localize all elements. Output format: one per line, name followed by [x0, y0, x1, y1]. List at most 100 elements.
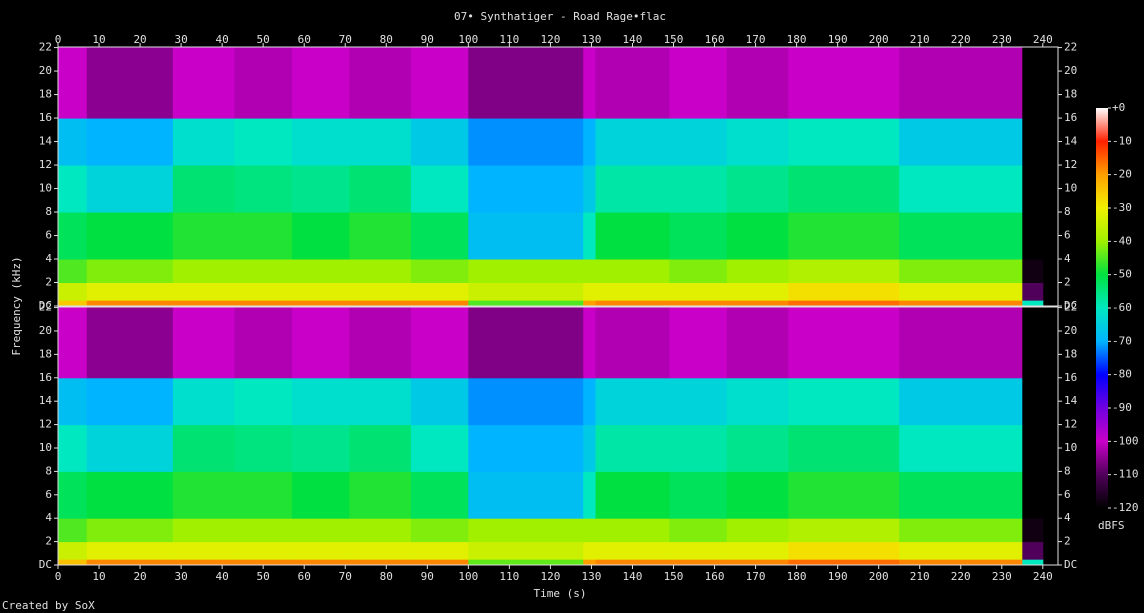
heatmap-cell — [788, 559, 900, 566]
x-tick-label: 240 — [1033, 33, 1053, 46]
heatmap-cell — [726, 471, 789, 519]
heatmap-cell — [788, 212, 900, 260]
heatmap-cell — [86, 424, 174, 472]
heatmap-cell — [86, 471, 174, 519]
y-tick-label: 10 — [1064, 441, 1077, 454]
heatmap-cell — [172, 471, 235, 519]
y-tick-label: 18 — [1064, 88, 1077, 101]
y-tick-label: 16 — [39, 371, 52, 384]
heatmap-cell — [234, 518, 293, 543]
heatmap-cell — [234, 118, 293, 166]
heatmap-cell — [899, 118, 1023, 166]
heatmap-cell — [595, 377, 670, 426]
heatmap-cell — [899, 377, 1023, 426]
plot-frame — [57, 46, 1059, 307]
heatmap-cell — [669, 471, 728, 519]
heatmap-cell — [86, 165, 174, 213]
heatmap-cell — [468, 377, 584, 426]
heatmap-cell — [899, 47, 1023, 119]
heatmap-cell — [595, 165, 670, 213]
y-tick-label: 4 — [1064, 511, 1071, 524]
heatmap-cell — [86, 559, 174, 566]
y-tick-label: 16 — [1064, 111, 1077, 124]
heatmap-cell — [410, 559, 469, 566]
x-tick-label: 60 — [298, 570, 311, 583]
x-tick-label: 0 — [55, 570, 62, 583]
heatmap-cell — [669, 165, 728, 213]
heatmap-cell — [595, 471, 670, 519]
x-tick-label: 180 — [787, 570, 807, 583]
heatmap-cell — [669, 47, 728, 119]
heatmap-cell — [86, 212, 174, 260]
y-tick-label: 8 — [45, 464, 52, 477]
heatmap-cell — [349, 47, 412, 119]
y-tick-label: 22 — [39, 301, 52, 314]
heatmap-cell — [291, 424, 350, 472]
x-tick-label: 20 — [133, 33, 146, 46]
x-tick-label: 10 — [92, 33, 105, 46]
heatmap-cell — [58, 307, 88, 379]
heatmap-cell — [410, 47, 469, 119]
heatmap-cell — [234, 259, 293, 284]
heatmap-cell — [172, 259, 235, 284]
heatmap-cell — [1022, 559, 1044, 566]
heatmap-cell — [583, 118, 597, 166]
heatmap-cell — [788, 300, 900, 307]
heatmap-cell — [172, 47, 235, 119]
heatmap-cell — [583, 259, 597, 284]
x-tick-label: 140 — [623, 570, 643, 583]
heatmap-cell — [291, 212, 350, 260]
heatmap-cell — [349, 282, 412, 301]
heatmap-cell — [788, 541, 900, 560]
heatmap-cell — [58, 118, 88, 166]
heatmap-cell — [468, 300, 584, 307]
x-tick-label: 70 — [339, 570, 352, 583]
y-tick-label: 18 — [39, 88, 52, 101]
x-tick-label: 140 — [623, 33, 643, 46]
heatmap-cell — [234, 541, 293, 560]
heatmap-cell — [583, 300, 597, 307]
heatmap-cell — [595, 282, 670, 301]
heatmap-cell — [669, 307, 728, 379]
heatmap-cell — [726, 47, 789, 119]
heatmap-cell — [726, 165, 789, 213]
y-tick-label: DC — [39, 558, 52, 571]
heatmap-cell — [468, 541, 584, 560]
heatmap-cell — [468, 559, 584, 566]
heatmap-cell — [234, 212, 293, 260]
y-tick-label: DC — [1064, 299, 1077, 312]
heatmap-cell — [788, 165, 900, 213]
x-tick-label: 200 — [869, 570, 889, 583]
heatmap-cell — [1022, 471, 1044, 519]
heatmap-cell — [349, 259, 412, 284]
heatmap-cell — [583, 377, 597, 426]
heatmap-cell — [234, 377, 293, 426]
heatmap-cell — [349, 559, 412, 566]
heatmap-cell — [58, 259, 88, 284]
x-tick-label: 160 — [705, 570, 725, 583]
heatmap-cell — [583, 307, 597, 379]
heatmap-cell — [669, 259, 728, 284]
heatmap-cell — [899, 307, 1023, 379]
heatmap-cell — [86, 259, 174, 284]
heatmap-cell — [1022, 541, 1044, 560]
colorbar-tick-label: -20 — [1112, 168, 1132, 181]
heatmap-cell — [583, 212, 597, 260]
y-axis-label: Frequency (kHz) — [10, 256, 23, 355]
heatmap-cell — [726, 377, 789, 426]
heatmap-cell — [410, 259, 469, 284]
heatmap-cell — [468, 282, 584, 301]
heatmap-cell — [595, 307, 670, 379]
heatmap-cell — [410, 212, 469, 260]
y-tick-label: 14 — [1064, 394, 1078, 407]
x-tick-label: 120 — [540, 570, 560, 583]
heatmap-cell — [1022, 300, 1044, 307]
y-tick-label: 16 — [1064, 371, 1077, 384]
x-tick-label: 100 — [458, 33, 478, 46]
y-tick-label: 12 — [1064, 418, 1077, 431]
heatmap-cell — [726, 307, 789, 379]
heatmap-cell — [583, 424, 597, 472]
x-tick-label: 20 — [133, 570, 146, 583]
y-tick-label: 14 — [1064, 135, 1078, 148]
